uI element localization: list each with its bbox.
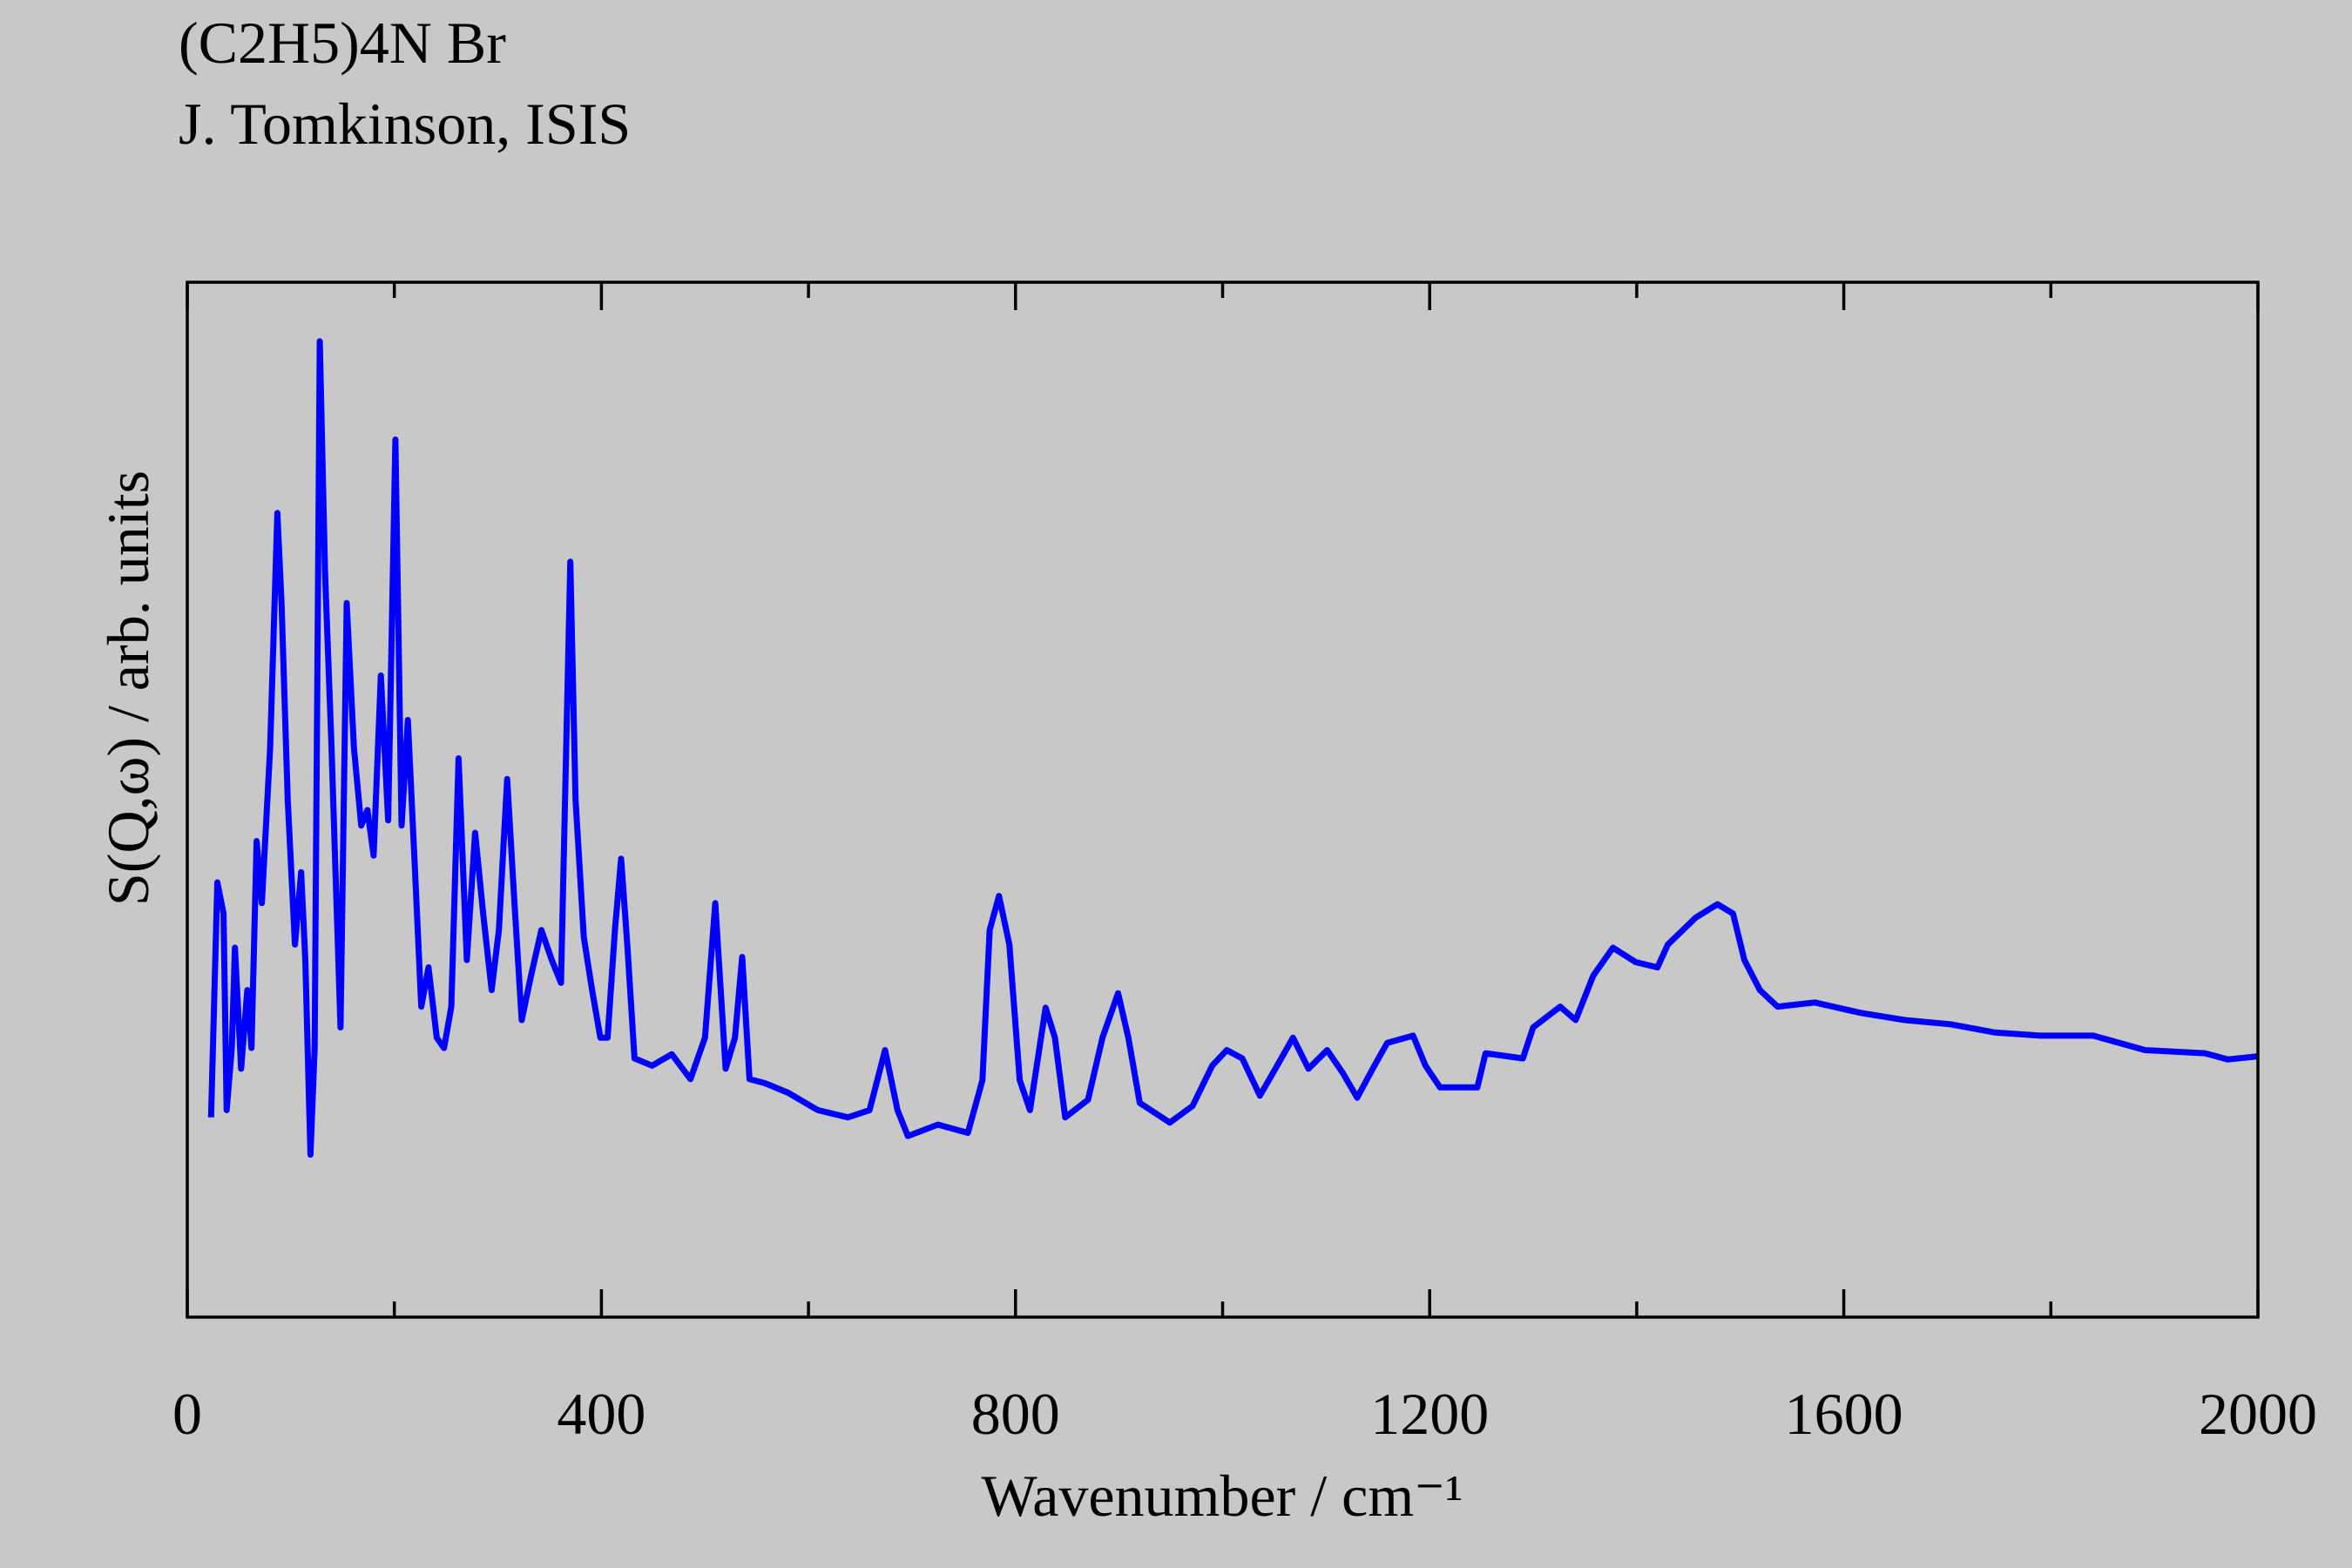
x-axis-label: Wavenumber / cm⁻¹ [981,1463,1463,1529]
spectrum-line [207,338,2259,1158]
x-tick-label: 400 [557,1381,645,1447]
y-axis-label: S(Q,ω) / arb. units [95,470,161,906]
x-tick-label: 800 [971,1381,1060,1447]
x-tick-label: 1200 [1370,1381,1489,1447]
chart-title: (C2H5)4N Br [179,10,506,76]
x-tick-label: 1600 [1785,1381,1903,1447]
x-tick-label: 2000 [2199,1381,2317,1447]
chart-subtitle: J. Tomkinson, ISIS [179,91,631,157]
x-tick-label: 0 [172,1381,202,1447]
